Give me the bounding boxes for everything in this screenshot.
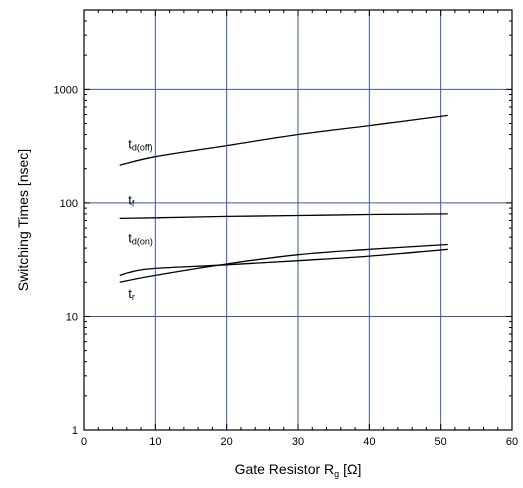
x-tick-label: 0 [81, 436, 87, 448]
x-tick-label: 40 [363, 436, 375, 448]
y-tick-label: 10 [66, 311, 78, 323]
series-label-main: t [128, 192, 132, 207]
series-label-sub: r [132, 292, 135, 302]
grid-lines [84, 10, 512, 430]
series-line-tf [119, 213, 448, 220]
series-label-sub: d(on) [132, 236, 153, 246]
series-line-tdon [119, 248, 448, 277]
series-label-tr: tr [128, 286, 135, 302]
tick-labels: 0 10 20 30 40 50 60 1 10 100 1000 [54, 84, 519, 448]
series-label-main: t [128, 230, 132, 245]
y-axis-title: Switching Times [nsec] [15, 149, 31, 291]
x-tick-label: 10 [149, 436, 161, 448]
series-lines [119, 114, 448, 283]
x-axis-title-unit: [Ω] [343, 461, 361, 477]
y-tick-label: 1 [72, 425, 78, 437]
x-axis-title-main: Gate Resistor R [235, 461, 335, 477]
series-label-main: t [128, 137, 132, 152]
x-axis-title: Gate Resistor Rg [Ω] [235, 461, 362, 479]
series-label-main: t [128, 286, 132, 301]
y-tick-label: 100 [60, 198, 78, 210]
series-line-tdoff [119, 114, 448, 166]
x-tick-label: 60 [506, 436, 518, 448]
series-label-tdoff: td(off) [128, 137, 152, 153]
x-tick-label: 20 [221, 436, 233, 448]
x-axis-title-sub: g [334, 469, 339, 479]
series-label-sub: f [132, 198, 135, 208]
series-label-tf: tf [128, 192, 135, 208]
series-line-tr [119, 243, 448, 283]
axis-ticks [83, 9, 513, 431]
series-label-sub: d(off) [132, 143, 153, 153]
series-label-tdon: td(on) [128, 230, 153, 246]
y-tick-label: 1000 [54, 84, 78, 96]
x-tick-label: 30 [292, 436, 304, 448]
x-tick-label: 50 [435, 436, 447, 448]
